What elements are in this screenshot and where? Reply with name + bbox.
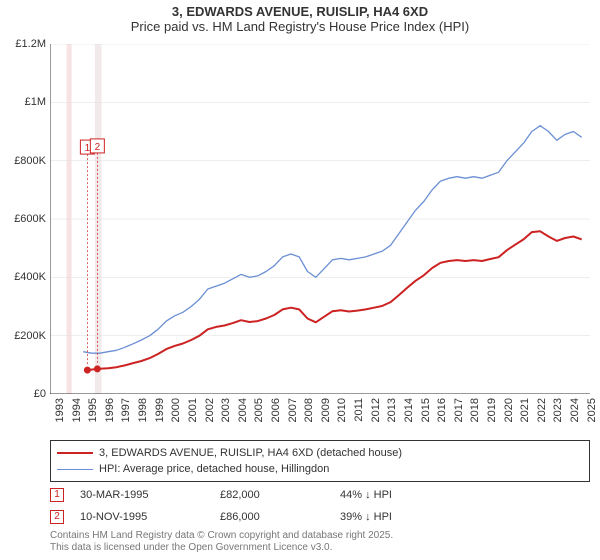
sale-price: £86,000	[220, 511, 340, 523]
x-tick-label: 2012	[370, 398, 382, 422]
plot-svg: 12	[50, 44, 590, 394]
sale-date: 10-NOV-1995	[80, 511, 220, 523]
x-tick-label: 1999	[154, 398, 166, 422]
x-tick-label: 1998	[137, 398, 149, 422]
y-tick-label: £600K	[14, 213, 46, 225]
x-tick-label: 2024	[569, 398, 581, 422]
x-tick-label: 2018	[469, 398, 481, 422]
x-tick-label: 2004	[237, 398, 249, 422]
x-tick-label: 2011	[353, 398, 365, 422]
legend-item: 3, EDWARDS AVENUE, RUISLIP, HA4 6XD (det…	[57, 445, 583, 461]
legend-swatch	[57, 452, 93, 454]
x-tick-label: 2013	[386, 398, 398, 422]
x-tick-label: 1997	[120, 398, 132, 422]
x-tick-label: 2002	[204, 398, 216, 422]
x-tick-label: 1993	[54, 398, 66, 422]
legend-label: HPI: Average price, detached house, Hill…	[99, 461, 329, 477]
title-block: 3, EDWARDS AVENUE, RUISLIP, HA4 6XD Pric…	[0, 0, 600, 34]
chart-container: 3, EDWARDS AVENUE, RUISLIP, HA4 6XD Pric…	[0, 0, 600, 560]
sale-delta: 44% ↓ HPI	[340, 489, 460, 501]
x-tick-label: 2023	[552, 398, 564, 422]
chart-area: 12 £0£200K£400K£600K£800K£1M£1.2M 199319…	[50, 44, 590, 394]
footer: Contains HM Land Registry data © Crown c…	[50, 530, 393, 554]
x-tick-label: 2003	[220, 398, 232, 422]
footer-line1: Contains HM Land Registry data © Crown c…	[50, 530, 393, 542]
sale-delta: 39% ↓ HPI	[340, 511, 460, 523]
x-tick-label: 2008	[303, 398, 315, 422]
x-tick-label: 2025	[586, 398, 598, 422]
x-tick-label: 2006	[270, 398, 282, 422]
y-tick-label: £1.2M	[15, 38, 46, 50]
x-tick-label: 1996	[104, 398, 116, 422]
x-tick-label: 2009	[320, 398, 332, 422]
title-line2: Price paid vs. HM Land Registry's House …	[0, 19, 600, 34]
x-tick-label: 2019	[486, 398, 498, 422]
x-tick-label: 2010	[336, 398, 348, 422]
y-tick-label: £200K	[14, 330, 46, 342]
x-tick-label: 2016	[436, 398, 448, 422]
sale-row: 2 10-NOV-1995£86,00039% ↓ HPI	[50, 506, 460, 528]
x-tick-label: 2015	[420, 398, 432, 422]
svg-text:1: 1	[85, 143, 91, 154]
legend: 3, EDWARDS AVENUE, RUISLIP, HA4 6XD (det…	[50, 440, 590, 482]
x-tick-label: 2007	[287, 398, 299, 422]
sale-marker: 2	[50, 510, 64, 524]
svg-text:2: 2	[95, 142, 101, 153]
y-tick-label: £400K	[14, 271, 46, 283]
x-tick-label: 2000	[170, 398, 182, 422]
y-tick-label: £1M	[25, 96, 46, 108]
legend-label: 3, EDWARDS AVENUE, RUISLIP, HA4 6XD (det…	[99, 445, 402, 461]
sale-row: 1 30-MAR-1995£82,00044% ↓ HPI	[50, 484, 460, 506]
legend-swatch	[57, 469, 93, 470]
sales-table: 1 30-MAR-1995£82,00044% ↓ HPI 2 10-NOV-1995…	[50, 484, 460, 528]
title-line1: 3, EDWARDS AVENUE, RUISLIP, HA4 6XD	[0, 4, 600, 19]
sale-date: 30-MAR-1995	[80, 489, 220, 501]
x-tick-label: 2020	[503, 398, 515, 422]
x-tick-label: 2005	[253, 398, 265, 422]
x-tick-label: 2021	[519, 398, 531, 422]
x-tick-label: 2017	[453, 398, 465, 422]
sale-marker: 1	[50, 488, 64, 502]
x-tick-label: 2022	[536, 398, 548, 422]
x-tick-label: 1994	[71, 398, 83, 422]
y-tick-label: £800K	[14, 155, 46, 167]
x-tick-label: 2014	[403, 398, 415, 422]
x-tick-label: 1995	[87, 398, 99, 422]
y-tick-label: £0	[34, 388, 46, 400]
x-tick-label: 2001	[187, 398, 199, 422]
sale-price: £82,000	[220, 489, 340, 501]
footer-line2: This data is licensed under the Open Gov…	[50, 542, 393, 554]
legend-item: HPI: Average price, detached house, Hill…	[57, 461, 583, 477]
